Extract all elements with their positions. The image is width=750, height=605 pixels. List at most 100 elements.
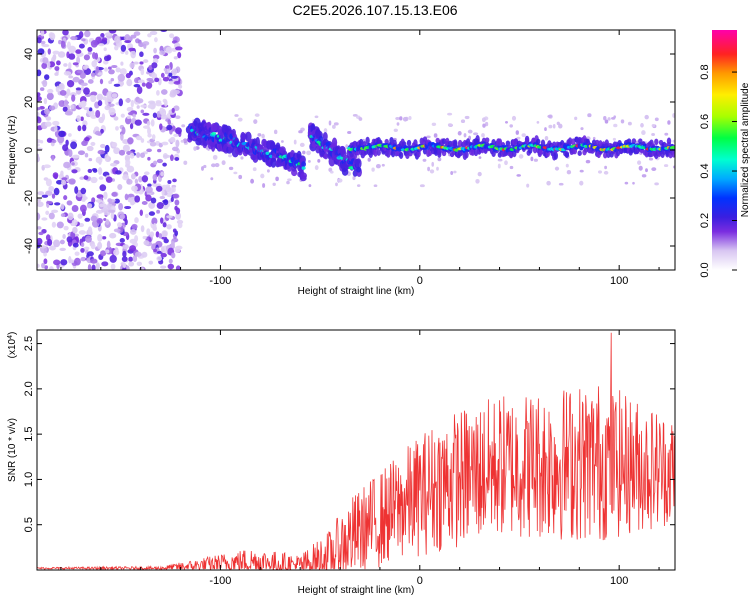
noise-blob xyxy=(42,79,48,88)
noise-blob xyxy=(104,98,109,106)
noise-blob xyxy=(43,258,48,265)
noise-blob xyxy=(57,51,66,58)
noise-blob xyxy=(151,62,158,69)
spectrogram-panel: -100 0 100 -40 -20 0 20 40 Height of straight l… xyxy=(7,29,676,297)
colorbar-axes: 0.0 0.2 0.4 0.6 0.8 xyxy=(699,64,737,278)
noise-blob xyxy=(131,223,138,230)
noise-blob xyxy=(97,241,103,250)
faint-blob xyxy=(337,178,343,183)
noise-blob xyxy=(96,93,103,102)
noise-blob xyxy=(156,209,161,214)
faint-blob xyxy=(395,117,400,120)
noise-blob xyxy=(162,222,167,228)
noise-blob xyxy=(145,213,149,219)
faint-blob xyxy=(214,163,220,168)
noise-blob xyxy=(111,64,118,69)
noise-blob xyxy=(139,152,146,158)
faint-blob xyxy=(286,180,290,185)
noise-blob xyxy=(134,119,142,126)
noise-blob xyxy=(114,45,119,51)
faint-blob xyxy=(672,165,675,169)
noise-blob xyxy=(54,66,60,71)
faint-blob xyxy=(612,137,617,141)
colorbar-tick-label: 0.0 xyxy=(699,262,711,277)
noise-blob xyxy=(101,236,107,240)
noise-blob xyxy=(77,213,83,219)
stable-track-outer xyxy=(384,138,389,145)
faint-blob xyxy=(632,181,635,185)
stable-track-outer xyxy=(567,137,573,146)
noise-blob xyxy=(142,112,150,116)
noise-blob xyxy=(41,62,48,69)
noise-blob xyxy=(126,178,133,185)
noise-blob xyxy=(81,140,88,146)
noise-blob xyxy=(169,154,174,162)
noise-blob xyxy=(162,76,170,82)
noise-blob xyxy=(91,60,98,68)
noise-blob xyxy=(175,127,182,135)
noise-blob xyxy=(113,228,121,233)
noise-blob xyxy=(58,39,62,45)
noise-blob xyxy=(97,72,103,76)
noise-blob xyxy=(173,80,181,85)
noise-blob xyxy=(143,240,150,246)
noise-blob xyxy=(139,61,144,65)
spectrogram-ytick-label: 20 xyxy=(23,96,35,108)
stable-track-outer xyxy=(654,138,659,146)
noise-blob xyxy=(79,72,86,79)
noise-blob xyxy=(93,126,100,133)
noise-blob xyxy=(71,219,78,227)
noise-blob xyxy=(173,133,179,137)
noise-blob xyxy=(44,121,52,127)
noise-blob xyxy=(104,105,111,111)
faint-blob xyxy=(371,167,375,172)
noise-blob xyxy=(177,222,183,229)
noise-blob xyxy=(128,47,136,52)
noise-blob xyxy=(130,34,137,39)
noise-blob xyxy=(134,217,139,224)
noise-blob xyxy=(53,239,61,248)
noise-blob xyxy=(110,162,117,167)
noise-blob xyxy=(72,76,80,83)
colorbar-label: Normalized spectral amplitude xyxy=(740,82,750,217)
faint-blob xyxy=(638,165,643,171)
stable-track-outer xyxy=(365,136,370,145)
faint-blob xyxy=(641,174,647,178)
noise-blob xyxy=(159,195,166,200)
noise-blob xyxy=(75,87,82,91)
noise-blob xyxy=(62,233,66,240)
noise-blob xyxy=(47,88,54,94)
noise-blob xyxy=(55,85,60,93)
spectrogram-ytick-label: 0 xyxy=(23,147,35,153)
noise-blob xyxy=(51,154,55,161)
faint-blob xyxy=(607,117,611,121)
noise-blob xyxy=(95,199,103,203)
noise-blob xyxy=(54,202,61,206)
faint-blob xyxy=(467,129,473,134)
faint-blob xyxy=(447,112,453,116)
colorbar-tick-label: 0.8 xyxy=(699,64,711,79)
noise-blob xyxy=(149,141,157,147)
faint-blob xyxy=(654,182,659,186)
noise-blob xyxy=(97,167,103,175)
faint-blob xyxy=(526,183,530,188)
descending-track-outer xyxy=(300,172,307,180)
faint-blob xyxy=(644,114,649,120)
noise-blob xyxy=(170,241,175,248)
noise-blob xyxy=(126,106,134,112)
noise-blob xyxy=(37,48,45,55)
noise-blob xyxy=(103,191,108,200)
noise-blob xyxy=(63,195,68,201)
noise-blob xyxy=(56,180,63,185)
noise-blob xyxy=(119,68,127,75)
noise-blob xyxy=(117,73,125,82)
noise-blob xyxy=(163,199,169,206)
noise-blob xyxy=(68,75,74,79)
noise-blob xyxy=(87,46,93,53)
faint-blob xyxy=(429,169,435,174)
noise-blob xyxy=(37,201,44,208)
noise-blob xyxy=(106,91,114,100)
stable-track-outer xyxy=(453,139,458,148)
faint-blob xyxy=(624,181,629,185)
noise-blob xyxy=(124,218,128,226)
